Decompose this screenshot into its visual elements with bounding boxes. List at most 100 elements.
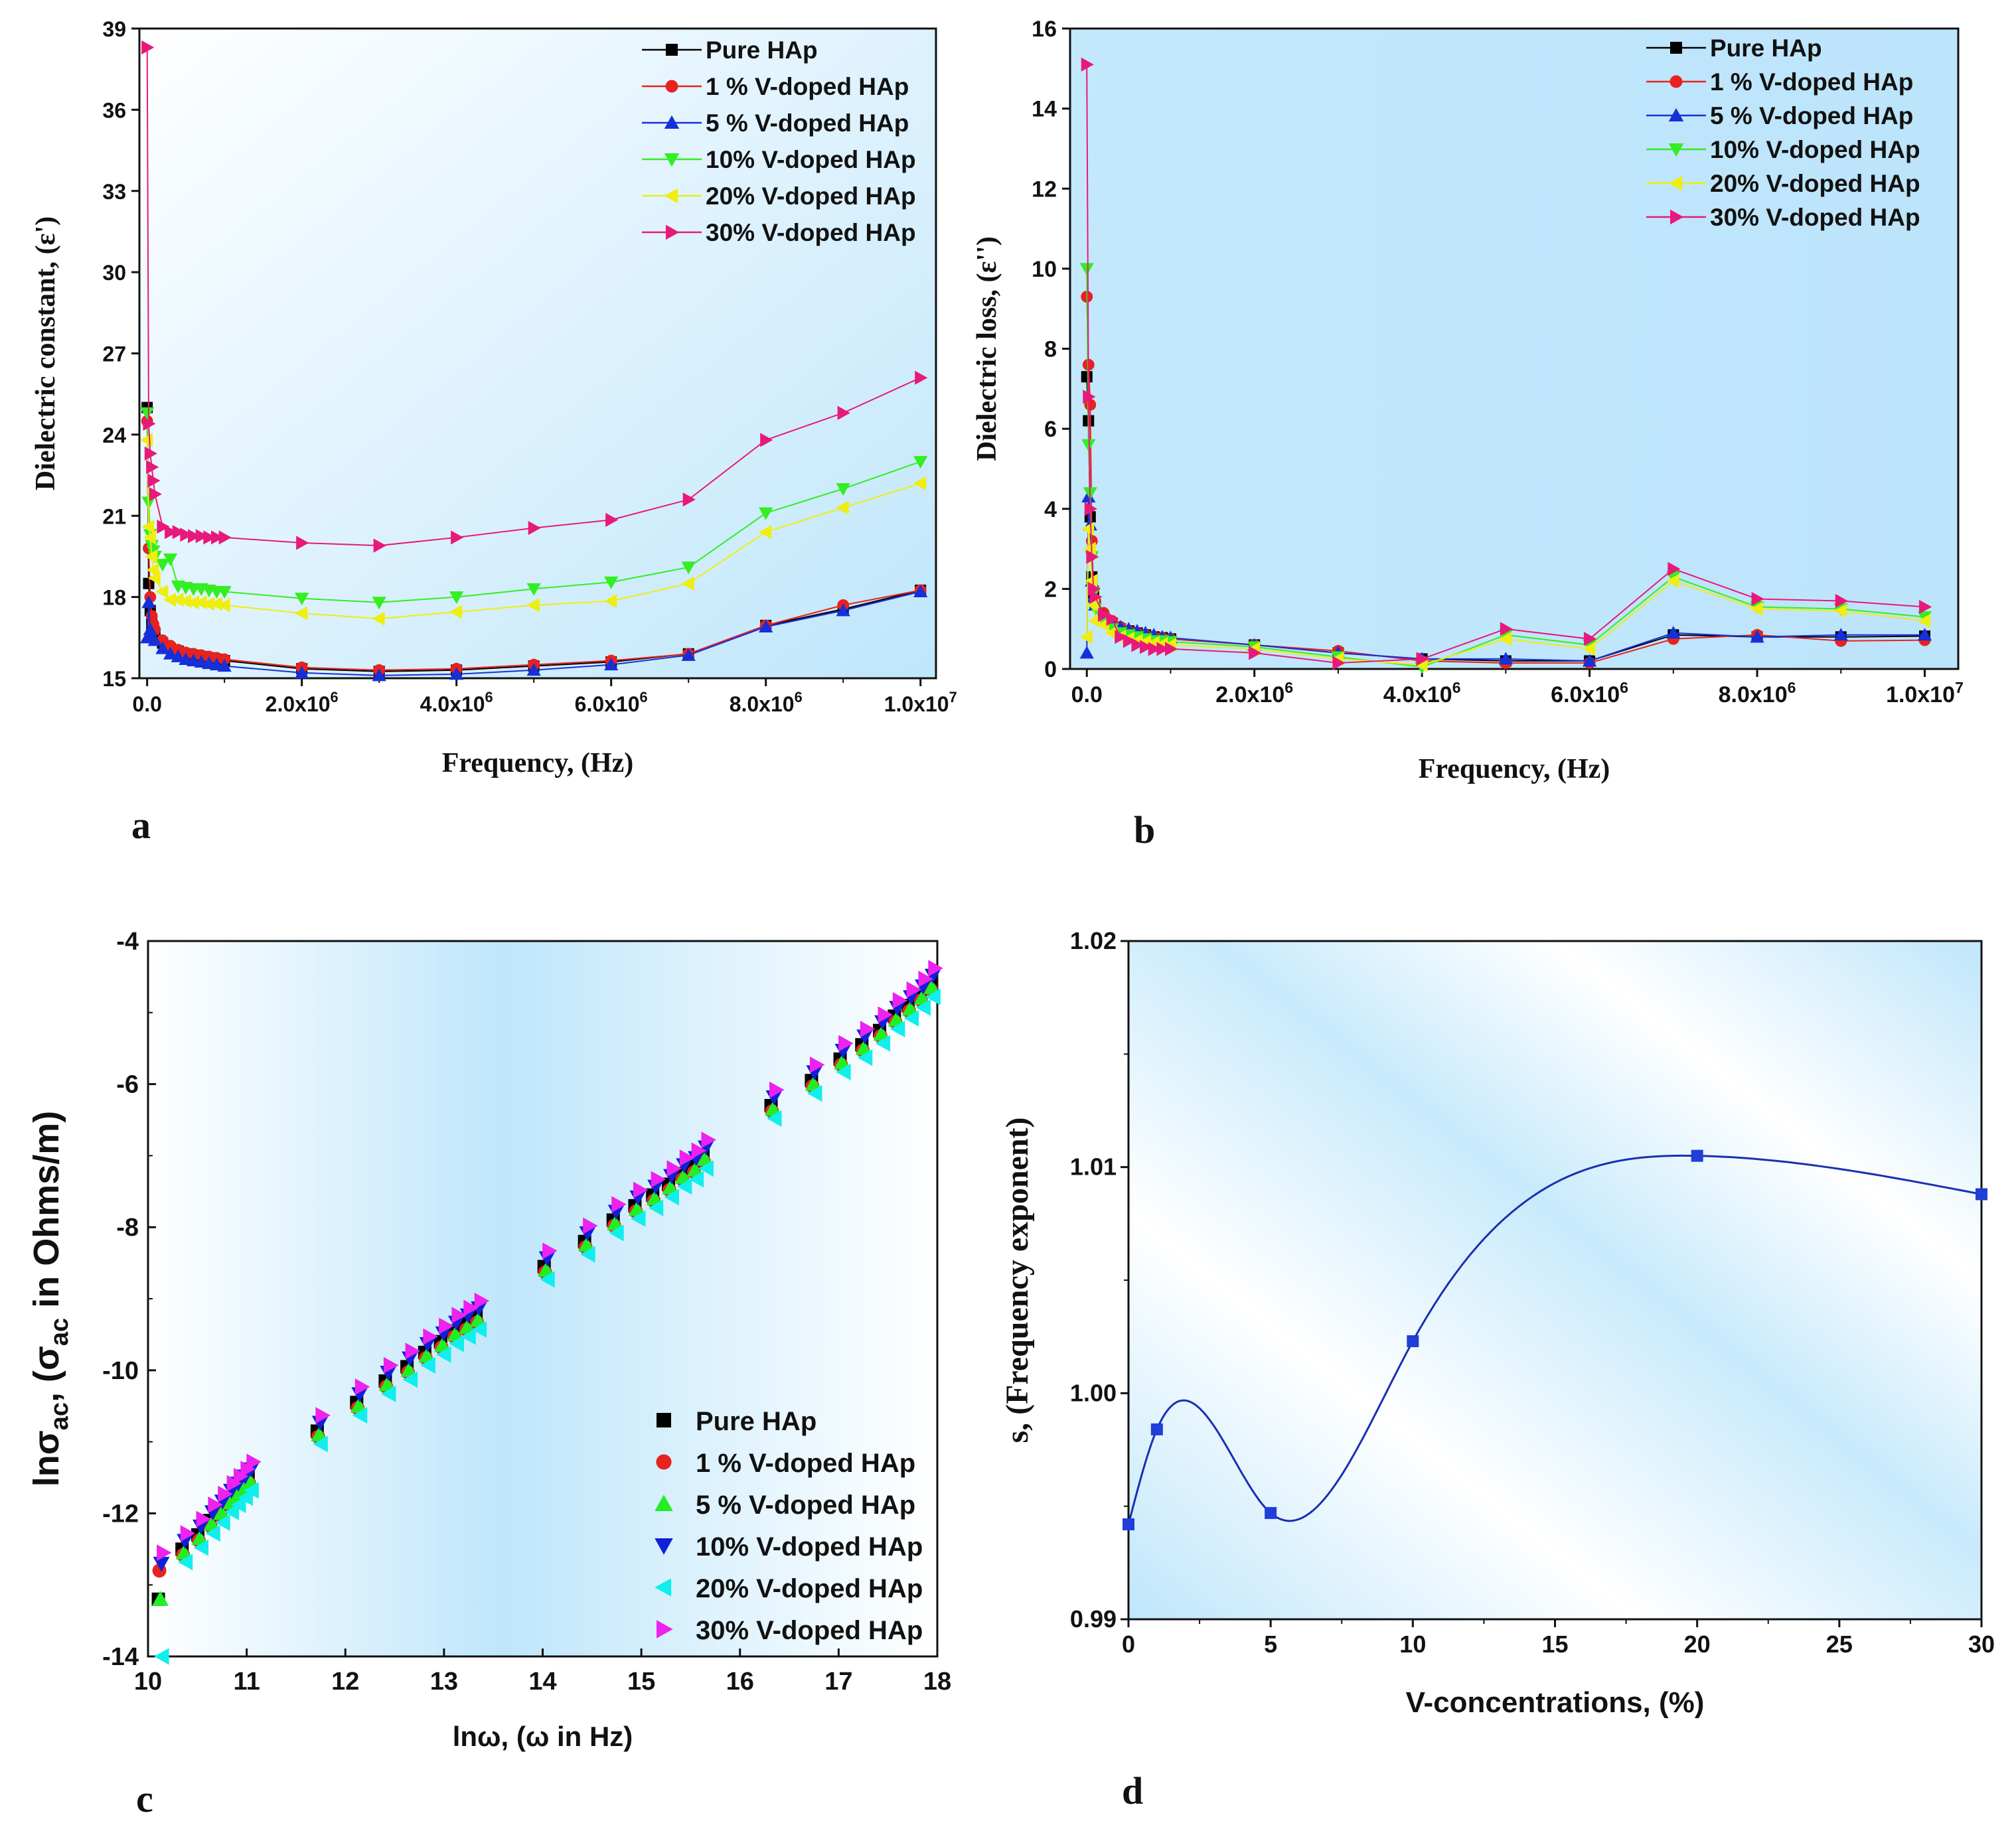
x-tick-base: 0.0 xyxy=(132,692,161,716)
data-point-30-v-doped-hap xyxy=(769,1081,785,1098)
y-tick-label: -14 xyxy=(102,1643,139,1671)
data-point-20-v-doped-hap xyxy=(179,594,192,609)
y-tick-label: 2 xyxy=(1044,577,1057,602)
y-tick-label: 16 xyxy=(1032,17,1057,42)
data-point-20-v-doped-hap xyxy=(186,595,200,610)
legend-marker xyxy=(1668,108,1684,121)
data-point-5-v-doped-hap xyxy=(163,646,178,660)
x-tick-label: 11 xyxy=(234,1668,260,1696)
y-tick-label: 0.99 xyxy=(1070,1605,1117,1633)
data-point-30-v-doped-hap xyxy=(906,981,922,998)
data-point-30-v-doped-hap xyxy=(1919,599,1932,615)
data-point-5-v-doped-hap xyxy=(217,659,232,672)
data-point-30-v-doped-hap xyxy=(203,530,216,545)
data-point-10-v-doped-hap xyxy=(217,585,232,599)
data-point-5-v-doped-hap xyxy=(152,1591,169,1606)
data-point-20-v-doped-hap xyxy=(604,594,617,609)
data-point-30-v-doped-hap xyxy=(157,1544,172,1562)
data-point-20-v-doped-hap xyxy=(215,1514,230,1531)
data-point-30-v-doped-hap xyxy=(701,1132,716,1149)
data-point-5-v-doped-hap xyxy=(400,1362,418,1377)
legend-label: Pure HAp xyxy=(1710,35,1822,62)
data-point-30-v-doped-hap xyxy=(188,529,201,544)
data-point-5-v-doped-hap xyxy=(418,1347,435,1363)
data-point-5-v-doped-hap xyxy=(311,1426,328,1441)
y-axis-label: lnσac, (σac in Ohms/m) xyxy=(27,1111,74,1487)
data-point-20-v-doped-hap xyxy=(925,988,941,1005)
data-point-30-v-doped-hap xyxy=(1089,589,1103,605)
data-point-20-v-doped-hap xyxy=(836,500,849,515)
data-point-10-v-doped-hap xyxy=(836,482,850,496)
data-point-30-v-doped-hap xyxy=(1148,642,1161,656)
data-point-5-v-doped-hap xyxy=(759,619,773,632)
data-point-20-v-doped-hap xyxy=(913,476,927,490)
data-point-20-v-doped-hap xyxy=(664,1189,679,1206)
data-point-30-v-doped-hap xyxy=(354,1378,370,1396)
x-tick-label: 25 xyxy=(1826,1631,1853,1658)
x-tick-label: 14 xyxy=(528,1668,556,1696)
x-axis-label: Frequency, (Hz) xyxy=(1419,754,1610,784)
data-point-30-v-doped-hap xyxy=(860,1021,876,1038)
data-point-20-v-doped-hap xyxy=(372,611,385,626)
y-tick-label: 8 xyxy=(1044,337,1057,362)
data-point-20-v-doped-hap xyxy=(1096,618,1109,632)
legend-label: 10% V-doped HAp xyxy=(1710,136,1920,163)
x-tick-base: 4.0x10 xyxy=(420,692,485,716)
data-point-5-v-doped-hap xyxy=(141,595,156,609)
x-tick-exponent: 7 xyxy=(1955,679,1964,696)
data-point-20-v-doped-hap xyxy=(147,571,161,585)
x-axis-label: lnω, (ω in Hz) xyxy=(453,1721,633,1752)
y-tick-label: -8 xyxy=(116,1214,139,1242)
y-tick-label: 24 xyxy=(102,423,126,447)
x-tick-base: 4.0x10 xyxy=(1383,682,1452,707)
x-axis-label: V-concentrations, (%) xyxy=(1406,1686,1705,1719)
data-point-20-v-doped-hap xyxy=(759,525,772,540)
legend-label: 5 % V-doped HAp xyxy=(696,1491,915,1520)
data-point-20-v-doped-hap xyxy=(171,593,184,607)
data-point-s xyxy=(1691,1149,1703,1162)
data-point-5-v-doped-hap xyxy=(578,1236,595,1252)
data-point-30-v-doped-hap xyxy=(172,525,185,540)
data-point-20-v-doped-hap xyxy=(244,1482,259,1499)
data-point-30-v-doped-hap xyxy=(211,530,224,545)
legend-label: Pure HAp xyxy=(696,1407,816,1436)
data-point-20-v-doped-hap xyxy=(915,999,931,1016)
y-tick-label: -6 xyxy=(116,1071,139,1099)
panel-d: 0.99 1.00 1.01 1.02 0 5 10 15 20 25 30 V-concentrat… xyxy=(1000,927,1995,1812)
data-point-20-v-doped-hap xyxy=(146,563,159,577)
data-point-30-v-doped-hap xyxy=(605,512,619,527)
data-point-30-v-doped-hap xyxy=(1106,611,1119,626)
data-point-30-v-doped-hap xyxy=(451,530,464,545)
data-point-5-v-doped-hap xyxy=(213,1504,230,1520)
data-point-30-v-doped-hap xyxy=(180,1525,196,1542)
data-point-30-v-doped-hap xyxy=(760,433,773,447)
data-point-30-v-doped-hap xyxy=(141,40,155,55)
data-point-20-v-doped-hap xyxy=(648,1199,664,1216)
data-point-5-v-doped-hap xyxy=(242,1473,259,1488)
data-point-5-v-doped-hap xyxy=(147,633,162,646)
data-point-s xyxy=(1407,1335,1419,1347)
data-point-5-v-doped-hap xyxy=(681,648,696,661)
legend-label: 30% V-doped HAp xyxy=(1710,204,1920,231)
legend-label: 10% V-doped HAp xyxy=(706,146,916,173)
data-point-30-v-doped-hap xyxy=(1249,646,1262,660)
data-point-5-v-doped-hap xyxy=(696,1151,714,1166)
x-tick-label: 2.0x106 xyxy=(1215,679,1293,707)
data-point-20-v-doped-hap xyxy=(143,530,156,545)
legend-marker xyxy=(1670,209,1684,225)
data-point-20-v-doped-hap xyxy=(1582,642,1596,656)
data-point-20-v-doped-hap xyxy=(1666,573,1679,588)
x-tick-base: 0.0 xyxy=(1071,682,1103,707)
data-point-5-v-doped-hap xyxy=(913,989,931,1005)
x-tick-exponent: 6 xyxy=(331,689,339,705)
data-point-10-v-doped-hap xyxy=(681,561,696,575)
data-point-30-v-doped-hap xyxy=(383,1356,399,1374)
y-axis-label: Dielectric constant, (ε') xyxy=(31,216,61,490)
data-point-30-v-doped-hap xyxy=(143,416,156,431)
y-tick-label: 4 xyxy=(1044,497,1057,522)
data-point-20-v-doped-hap xyxy=(630,1210,646,1227)
data-point-20-v-doped-hap xyxy=(767,1110,782,1127)
x-tick-label: 6.0x106 xyxy=(1551,679,1628,707)
data-point-20-v-doped-hap xyxy=(698,1160,714,1177)
data-point-30-v-doped-hap xyxy=(1332,656,1346,670)
